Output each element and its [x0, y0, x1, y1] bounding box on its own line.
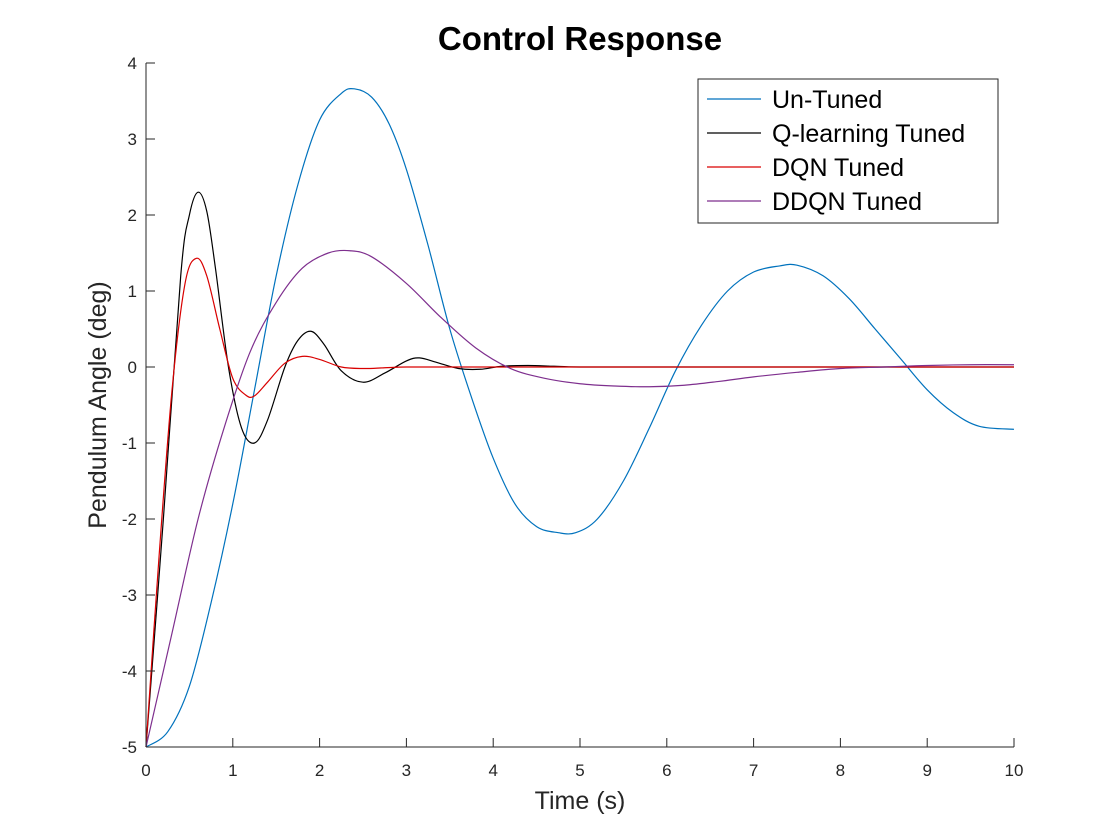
- series-line-0: [145, 87, 1015, 748]
- chart-title: Control Response: [438, 20, 722, 57]
- y-tick-label: -1: [122, 434, 137, 453]
- x-tick-label: 5: [575, 761, 584, 780]
- x-tick-label: 8: [836, 761, 845, 780]
- y-tick-label: -3: [122, 586, 137, 605]
- x-tick-label: 4: [488, 761, 497, 780]
- plot-area: [145, 87, 1015, 748]
- x-axis-label: Time (s): [535, 787, 626, 815]
- y-tick-label: -5: [122, 738, 137, 757]
- x-tick-label: 1: [228, 761, 237, 780]
- x-tick-label: 0: [141, 761, 150, 780]
- y-tick-label: -4: [122, 662, 137, 681]
- series-line-2: [145, 257, 1014, 748]
- legend-label-3: DDQN Tuned: [772, 188, 922, 216]
- x-tick-label: 9: [922, 761, 931, 780]
- x-tick-label: 3: [402, 761, 411, 780]
- y-tick-label: 1: [128, 282, 137, 301]
- legend-label-1: Q-learning Tuned: [772, 120, 965, 148]
- x-tick-label: 2: [315, 761, 324, 780]
- x-tick-label: 6: [662, 761, 671, 780]
- legend: Un-Tuned Q-learning Tuned DQN Tuned DDQN Tu…: [697, 78, 999, 224]
- y-tick-label: 0: [128, 358, 137, 377]
- y-axis-label: Pendulum Angle (deg): [84, 281, 112, 528]
- axes: 0 1 2 3 4 5 6 7 8 9 10 -5 -4 -3 -2 -1 0 1 2 3 4: [122, 54, 1024, 780]
- x-tick-label: 10: [1005, 761, 1024, 780]
- y-tick-label: 4: [128, 54, 137, 73]
- y-tick-label: 3: [128, 130, 137, 149]
- y-tick-label: -2: [122, 510, 137, 529]
- legend-label-2: DQN Tuned: [772, 154, 904, 182]
- legend-box: [697, 78, 999, 224]
- x-tick-label: 7: [749, 761, 758, 780]
- series-line-3: [145, 249, 1015, 748]
- legend-label-0: Un-Tuned: [772, 86, 882, 114]
- y-tick-label: 2: [128, 206, 137, 225]
